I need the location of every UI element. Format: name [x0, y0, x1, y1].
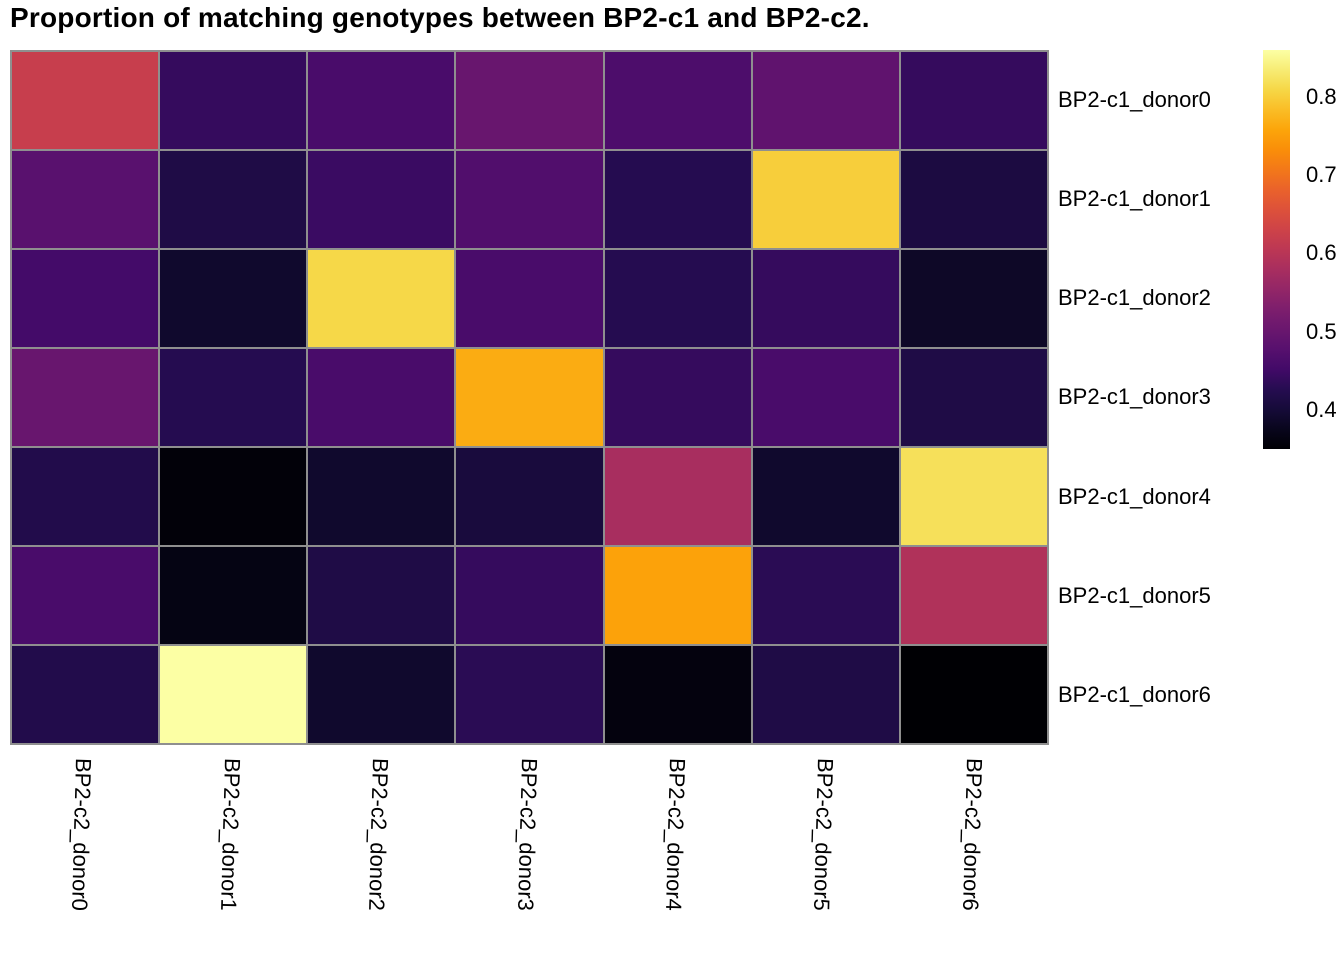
- heatmap-cell: [12, 250, 159, 347]
- row-label: BP2-c1_donor2: [1058, 285, 1211, 311]
- chart-title: Proportion of matching genotypes between…: [10, 2, 870, 33]
- heatmap-cell: [752, 448, 899, 545]
- heatmap-cell: [12, 52, 159, 149]
- heatmap-cell: [604, 250, 751, 347]
- heatmap-cell: [900, 349, 1047, 446]
- column-label: BP2-c2_donor2: [364, 757, 394, 912]
- heatmap-cell: [900, 250, 1047, 347]
- heatmap-cell: [604, 646, 751, 743]
- heatmap-cell: [604, 151, 751, 248]
- colorbar-tick-labels: 0.8 0.7 0.6 0.5 0.4: [1306, 50, 1344, 449]
- column-label: BP2-c2_donor4: [660, 757, 690, 912]
- colorbar-tick-label: 0.6: [1306, 240, 1337, 266]
- heatmap-cell: [456, 151, 603, 248]
- colorbar-tick-label: 0.8: [1306, 83, 1337, 109]
- heatmap-cell: [456, 250, 603, 347]
- heatmap-cell: [160, 52, 307, 149]
- column-label: BP2-c2_donor0: [67, 757, 97, 912]
- row-label: BP2-c1_donor6: [1058, 682, 1211, 708]
- heatmap-cell: [752, 52, 899, 149]
- column-label: BP2-c2_donor5: [809, 757, 839, 912]
- heatmap-cell: [308, 547, 455, 644]
- heatmap-cell: [308, 448, 455, 545]
- heatmap-cell: [160, 250, 307, 347]
- heatmap-cell: [12, 547, 159, 644]
- column-label: BP2-c2_donor6: [957, 757, 987, 912]
- row-label: BP2-c1_donor3: [1058, 384, 1211, 410]
- heatmap-cell: [12, 448, 159, 545]
- row-label: BP2-c1_donor4: [1058, 483, 1211, 509]
- heatmap-cell: [308, 349, 455, 446]
- heatmap-cell: [160, 547, 307, 644]
- heatmap-cell: [900, 151, 1047, 248]
- heatmap-cell: [308, 151, 455, 248]
- heatmap-cell: [752, 151, 899, 248]
- column-axis-labels: BP2-c2_donor0 BP2-c2_donor1 BP2-c2_donor2 B…: [10, 758, 1049, 958]
- row-label: BP2-c1_donor1: [1058, 185, 1211, 211]
- heatmap-cell: [456, 646, 603, 743]
- heatmap-cell: [308, 52, 455, 149]
- heatmap-cell: [752, 547, 899, 644]
- row-label: BP2-c1_donor5: [1058, 583, 1211, 609]
- column-label: BP2-c2_donor3: [512, 757, 542, 912]
- heatmap-cell: [604, 448, 751, 545]
- colorbar: [1263, 50, 1290, 449]
- row-label: BP2-c1_donor0: [1058, 86, 1211, 112]
- heatmap-cell: [308, 646, 455, 743]
- heatmap-cell: [160, 646, 307, 743]
- colorbar-tick-label: 0.5: [1306, 318, 1337, 344]
- heatmap-cell: [752, 349, 899, 446]
- heatmap-cell: [456, 52, 603, 149]
- heatmap-cell: [160, 349, 307, 446]
- heatmap-cell: [456, 349, 603, 446]
- heatmap-cell: [604, 349, 751, 446]
- heatmap-cell: [160, 151, 307, 248]
- row-axis-labels: BP2-c1_donor0 BP2-c1_donor1 BP2-c1_donor2 B…: [1058, 50, 1278, 745]
- heatmap-cell: [12, 646, 159, 743]
- heatmap-cell: [604, 52, 751, 149]
- heatmap-cell: [900, 646, 1047, 743]
- colorbar-tick-label: 0.4: [1306, 396, 1337, 422]
- heatmap-cell: [160, 448, 307, 545]
- heatmap-cell: [12, 349, 159, 446]
- heatmap-cell: [456, 448, 603, 545]
- heatmap-cell: [900, 448, 1047, 545]
- heatmap-cell: [456, 547, 603, 644]
- heatmap-cell: [900, 52, 1047, 149]
- heatmap-cell: [604, 547, 751, 644]
- heatmap-cell: [12, 151, 159, 248]
- heatmap-cell: [900, 547, 1047, 644]
- column-label: BP2-c2_donor1: [215, 757, 245, 912]
- heatmap-cell: [752, 646, 899, 743]
- colorbar-tick-label: 0.7: [1306, 162, 1337, 188]
- heatmap-cell: [752, 250, 899, 347]
- heatmap-cell: [308, 250, 455, 347]
- heatmap-grid: [10, 50, 1049, 745]
